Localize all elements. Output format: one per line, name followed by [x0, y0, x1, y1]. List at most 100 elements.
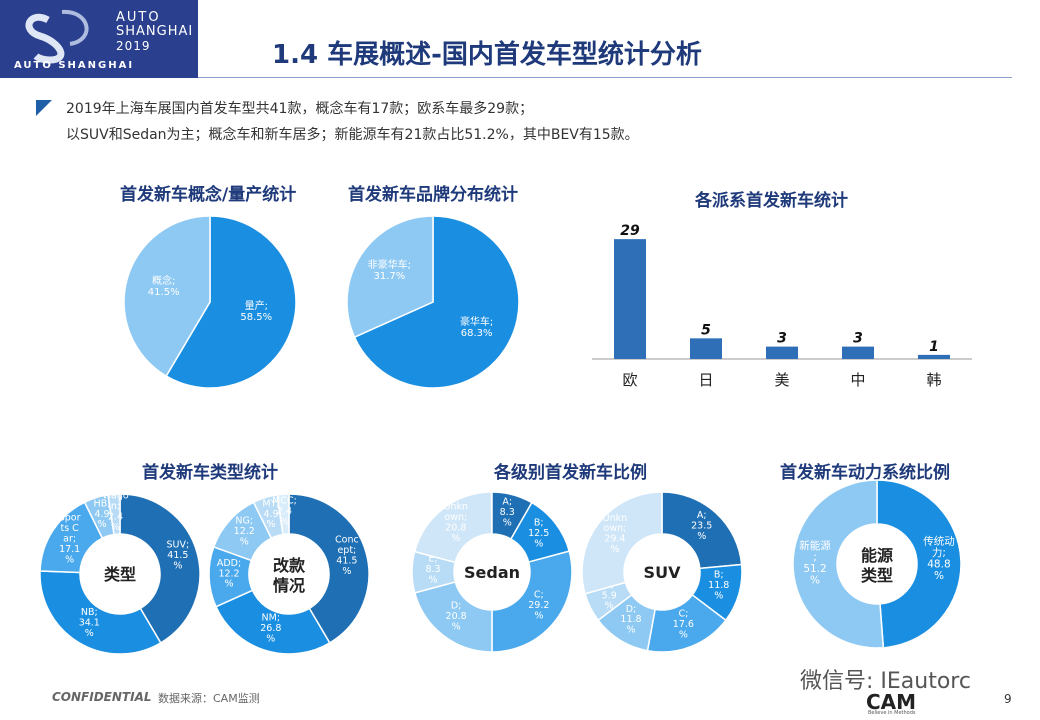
- chart-title-power: 首发新车动力系统比例: [780, 463, 950, 483]
- bar-category-label-1: 日: [698, 371, 713, 389]
- donut-center-label-suv: SUV: [644, 563, 682, 582]
- wechat-watermark: 微信号: IEautorc: [800, 669, 971, 694]
- slice-label-power-0: 传统动力; 48.8%: [923, 534, 955, 582]
- donut-center-label-sedan: Sedan: [464, 563, 520, 582]
- chart-title-brand: 首发新车品牌分布统计: [348, 185, 518, 205]
- page-number: 9: [1004, 692, 1012, 706]
- summary-line-1: 2019年上海车展国内首发车型共41款，概念车有17款；欧系车最多29款；: [66, 101, 534, 117]
- logo-box: AUTO SHANGHAI 2019 AUTO SHANGHAI: [0, 0, 198, 78]
- chart-title-type: 首发新车类型统计: [142, 463, 278, 483]
- chart-power: 传统动力; 48.8 % 新能源; 51.2 % 能源类型: [792, 479, 962, 649]
- bar-美: [766, 346, 798, 359]
- bar-category-label-0: 欧: [622, 371, 637, 389]
- bar-category-label-2: 美: [774, 371, 789, 389]
- slice-label-type-1: NB; 34.1%: [79, 607, 100, 639]
- slice-power-1: [792, 479, 885, 649]
- bar-category-label-3: 中: [850, 371, 865, 389]
- donut-hole-sedan: [456, 536, 528, 608]
- bar-欧: [614, 239, 646, 359]
- chart-title-origin: 各派系首发新车统计: [695, 191, 848, 211]
- page-title: 1.4 车展概述-国内首发车型统计分析: [272, 40, 702, 70]
- slice-label-type-3: HB; 4.9%: [94, 498, 111, 530]
- donut-hole-power: [839, 526, 915, 602]
- slice-label-change-2: ADD; 12.2%: [217, 558, 241, 590]
- summary-line-2: 以SUV和Sedan为主；概念车和新车居多；新能源车有21款占比51.2%，其中…: [66, 127, 639, 143]
- slice-label-sedan-0: A; 8.3%: [500, 497, 515, 529]
- slice-label-brand-0: 豪华车; 68.3%: [460, 315, 493, 339]
- chart-title-concept-mass: 首发新车概念/量产统计: [120, 185, 297, 205]
- donut-hole-type: [82, 536, 158, 612]
- title-divider: [198, 77, 1012, 78]
- slice-label-sedan-2: C; 29.2%: [528, 589, 549, 621]
- slice-type-4: [107, 493, 121, 536]
- slice-label-type-0: SUV; 41.5%: [167, 540, 190, 572]
- slice-change-0: [288, 493, 370, 644]
- slice-label-type-4: Wago n; 2.4%: [102, 490, 129, 532]
- slice-label-concept-mass-0: 量产; 58.5%: [240, 299, 272, 323]
- chart-title-level: 各级别首发新车比例: [494, 463, 647, 483]
- slice-change-1: [214, 589, 331, 655]
- slice-suv-5: [581, 491, 663, 595]
- slice-label-change-0: Conc ept; 41.5%: [335, 534, 359, 576]
- data-source: 数据来源：CAM监测: [158, 692, 260, 705]
- summary-text: 2019年上海车展国内首发车型共41款，概念车有17款；欧系车最多29款； 以S…: [66, 96, 639, 148]
- donut-hole-change: [251, 536, 327, 612]
- chart-brand: 豪华车; 68.3% 非豪华车; 31.7%: [346, 215, 520, 389]
- slice-type-1: [39, 570, 162, 655]
- slice-brand-1: [346, 215, 434, 339]
- bullet-triangle-icon: [36, 100, 52, 116]
- slice-label-suv-3: D; 11.8%: [620, 604, 641, 636]
- logo-line1: AUTO: [116, 10, 161, 25]
- cam-logo: CAM: [866, 690, 917, 714]
- bar-日: [690, 338, 722, 359]
- chart-concept-mass: 量产; 58.5% 概念; 41.5%: [123, 215, 297, 389]
- slice-label-change-5: MCC; 2.4%: [272, 496, 297, 528]
- slice-label-sedan-3: D; 20.8%: [446, 600, 467, 632]
- slice-label-sedan-5: Unkn own; 20.8%: [444, 502, 469, 544]
- slice-concept-mass-0: [165, 215, 297, 389]
- bar-value-label-0: 29: [620, 223, 640, 239]
- slice-label-power-1: 新能源; 51.2%: [799, 539, 831, 587]
- logo-bottom-text: AUTO SHANGHAI: [14, 60, 135, 71]
- bar-value-label-3: 3: [853, 331, 863, 347]
- chart-change: Conc ept; 41.5 % NM; 26.8 % ADD; 12.2 % NG; 12.2 % MY…: [208, 493, 370, 655]
- slice-type-0: [119, 493, 201, 644]
- slice-sedan-3: [413, 580, 493, 653]
- donut-center-label-change: 改款情况: [273, 556, 306, 595]
- bar-value-label-2: 3: [777, 331, 787, 347]
- bar-韩: [918, 354, 950, 359]
- slice-change-5: [276, 493, 290, 536]
- slice-label-sedan-1: B; 12.5%: [528, 518, 549, 550]
- bar-value-label-4: 1: [929, 339, 939, 355]
- slice-label-suv-5: Unkn own; 29.4%: [603, 513, 628, 555]
- donut-center-label-type: 类型: [104, 565, 136, 584]
- chart-sedan: A; 8.3% B; 12.5 % C; 29.2 % D; 20.8 % E; 8.3 % Unkn own…: [411, 491, 573, 653]
- slice-label-suv-0: A; 23.5%: [691, 510, 712, 542]
- chart-suv: A;23.5%B;11.8%C;17.6%D;11.8%E;5.9%Unknow…: [581, 491, 743, 653]
- bar-中: [842, 346, 874, 359]
- logo-line2: SHANGHAI: [116, 24, 194, 39]
- auto-shanghai-logo-icon: [25, 9, 89, 64]
- slice-label-concept-mass-1: 概念; 41.5%: [148, 274, 180, 298]
- bar-category-label-4: 韩: [926, 371, 941, 389]
- donut-hole-suv: [626, 536, 698, 608]
- bar-value-label-1: 5: [701, 322, 711, 338]
- slice-label-change-3: NG; 12.2%: [234, 516, 255, 548]
- slice-label-change-1: NM; 26.8%: [260, 613, 281, 645]
- confidential-label: CONFIDENTIAL: [52, 690, 152, 704]
- slice-concept-mass-1: [123, 215, 211, 378]
- slice-label-brand-1: 非豪华车; 31.7%: [368, 258, 411, 282]
- slice-label-suv-1: B; 11.8%: [708, 570, 729, 602]
- chart-origin: 29 欧 5 日 3 美 3 中 1 韩: [592, 223, 972, 389]
- slice-power-0: [876, 479, 962, 649]
- slice-label-suv-2: C; 17.6%: [673, 609, 694, 641]
- slice-brand-0: [353, 215, 520, 389]
- slice-sedan-2: [491, 550, 573, 653]
- cam-logo-subtitle: Believe in Methods: [868, 710, 916, 716]
- slice-suv-0: [661, 491, 743, 570]
- donut-center-label-power: 能源类型: [861, 546, 893, 585]
- slice-label-change-4: MY; 4.9%: [262, 498, 279, 530]
